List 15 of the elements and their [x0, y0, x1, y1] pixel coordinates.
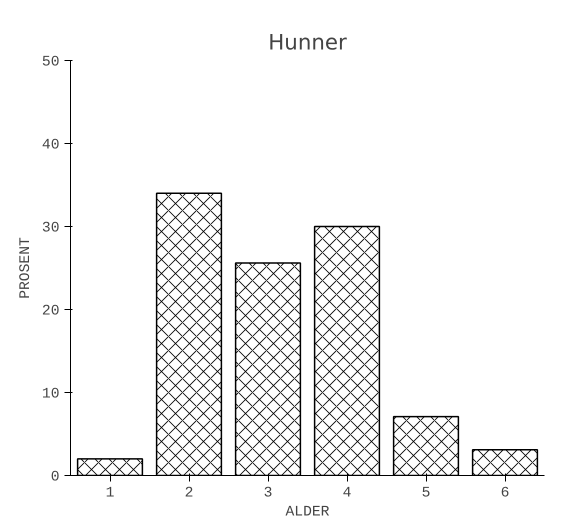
- x-tick-label: 4: [342, 486, 352, 502]
- y-tick-label: 10: [42, 386, 60, 402]
- y-tick-label: 0: [50, 470, 60, 486]
- y-axis-title: PROSENT: [18, 237, 34, 299]
- y-tick-label: 20: [42, 304, 60, 320]
- chart-title: Hunner: [268, 30, 347, 56]
- x-tick-label: 3: [264, 486, 272, 502]
- x-axis-title: ALDER: [286, 504, 330, 520]
- x-tick-label: 1: [106, 486, 115, 502]
- y-tick-label: 30: [42, 220, 60, 236]
- y-tick-label: 50: [42, 54, 60, 70]
- y-tick-label: 40: [42, 138, 60, 154]
- x-tick-label: 5: [422, 486, 430, 502]
- x-tick-label: 2: [184, 486, 194, 502]
- x-tick-label: 6: [500, 486, 510, 502]
